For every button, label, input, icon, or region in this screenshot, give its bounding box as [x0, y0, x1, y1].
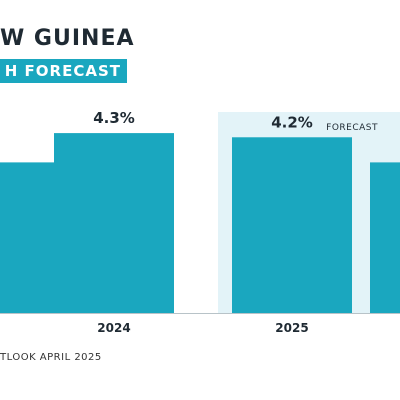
data-label-1: 4.3% [93, 109, 135, 127]
bar-chart: FORECAST 4.3% 2024 4.2% 2025 [0, 109, 400, 335]
bar-2 [232, 137, 352, 313]
category-label-1: 2024 [97, 321, 130, 335]
bar-3 [370, 162, 400, 313]
source-note: TLOOK APRIL 2025 [0, 352, 102, 363]
bar-0 [0, 162, 60, 313]
bar-1 [54, 133, 174, 313]
chart-subtitle: H FORECAST [4, 62, 121, 80]
forecast-label: FORECAST [326, 123, 378, 133]
data-label-2: 4.2% [271, 113, 313, 131]
chart-title: W GUINEA [0, 26, 135, 51]
category-label-2: 2025 [275, 321, 308, 335]
chart-subtitle-banner: H FORECAST [0, 59, 127, 83]
